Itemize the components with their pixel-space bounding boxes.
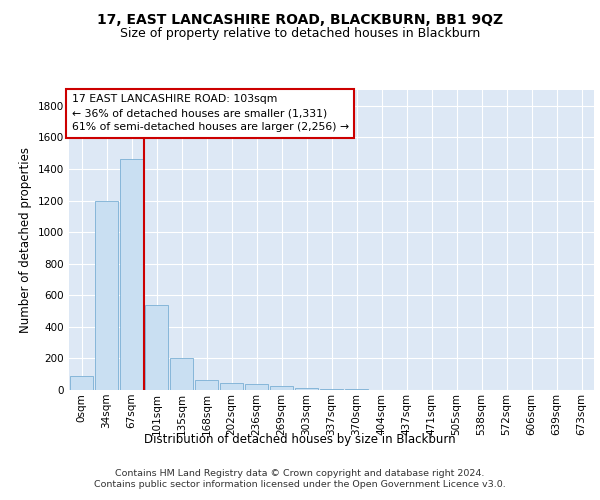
Text: Contains HM Land Registry data © Crown copyright and database right 2024.: Contains HM Land Registry data © Crown c… [115,469,485,478]
Text: Distribution of detached houses by size in Blackburn: Distribution of detached houses by size … [144,432,456,446]
Bar [245,384,268,390]
Bar [120,160,143,390]
Text: Contains public sector information licensed under the Open Government Licence v3: Contains public sector information licen… [94,480,506,489]
Text: Size of property relative to detached houses in Blackburn: Size of property relative to detached ho… [120,28,480,40]
Text: 17 EAST LANCASHIRE ROAD: 103sqm
← 36% of detached houses are smaller (1,331)
61%: 17 EAST LANCASHIRE ROAD: 103sqm ← 36% of… [71,94,349,132]
Bar [170,358,193,390]
Bar [70,376,93,390]
Bar [295,388,318,390]
Bar [145,304,168,390]
Bar [270,386,293,390]
Bar [195,380,218,390]
Bar [220,382,243,390]
Y-axis label: Number of detached properties: Number of detached properties [19,147,32,333]
Text: 17, EAST LANCASHIRE ROAD, BLACKBURN, BB1 9QZ: 17, EAST LANCASHIRE ROAD, BLACKBURN, BB1… [97,12,503,26]
Bar [320,389,343,390]
Bar [95,200,118,390]
